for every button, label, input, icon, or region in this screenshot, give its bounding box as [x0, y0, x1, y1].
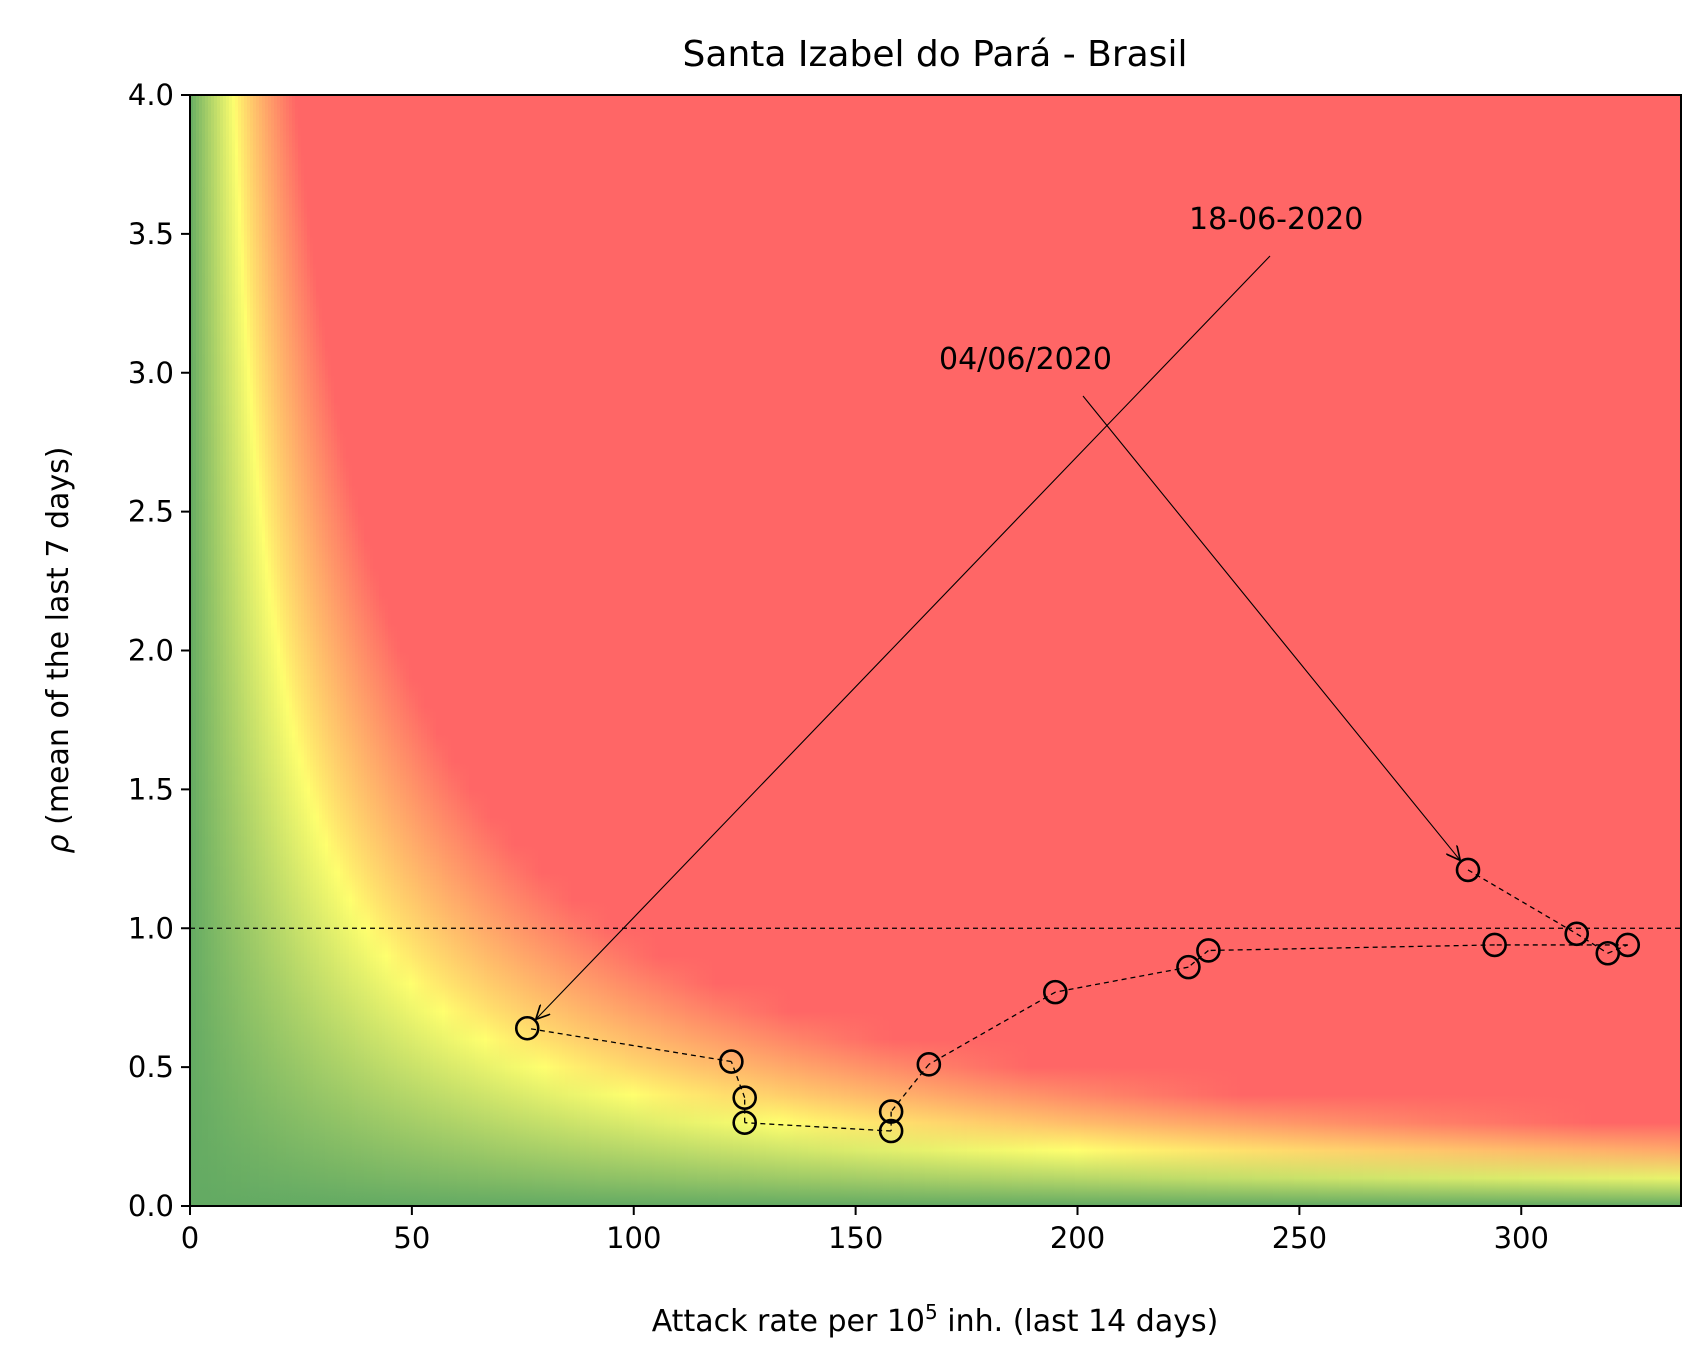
y-tick-label: 3.5 [128, 217, 174, 251]
y-tick-label: 0.5 [128, 1050, 174, 1084]
y-axis: 0.0 0.5 1.0 1.5 2.0 2.5 3.0 3.5 4.0 [128, 78, 190, 1223]
data-point [1615, 932, 1641, 958]
series-segment [1576, 933, 1609, 954]
annotation-label-04-06-2020: 04/06/2020 [939, 342, 1112, 377]
data-point [916, 1052, 942, 1077]
data-point [732, 1085, 757, 1110]
data-point [719, 1049, 744, 1074]
data-point [1196, 938, 1221, 963]
x-tick-label: 0 [181, 1221, 199, 1255]
data-point [878, 1118, 904, 1144]
series-segment [1055, 966, 1189, 993]
y-tick-label: 2.5 [128, 495, 174, 529]
series-segment [1208, 944, 1495, 952]
x-tick-label: 200 [1050, 1221, 1105, 1255]
series-segment [928, 991, 1056, 1065]
chart-title: Santa Izabel do Pará - Brasil [683, 34, 1188, 75]
y-tick-label: 1.0 [128, 911, 174, 945]
data-point [514, 1015, 540, 1041]
series-segment [1467, 869, 1578, 935]
risk-background-heatmap [190, 95, 1681, 1206]
y-tick-label: 2.0 [128, 634, 174, 668]
annotation-arrow [536, 255, 1271, 1019]
series-segment [744, 1122, 892, 1132]
y-tick-label: 4.0 [128, 78, 174, 112]
x-axis-title: Attack rate per 105 inh. (last 14 days) [652, 1300, 1219, 1339]
annotation-label-18-06-2020: 18-06-2020 [1189, 202, 1363, 237]
data-point [1482, 932, 1507, 958]
series-points [514, 857, 1641, 1144]
data-point [1043, 979, 1068, 1005]
series-segment [1188, 949, 1209, 968]
series-segment [730, 1061, 746, 1098]
data-point [878, 1099, 904, 1124]
annotation-arrows [536, 255, 1460, 1019]
data-point [1176, 954, 1201, 980]
y-tick-label: 3.0 [128, 356, 174, 390]
data-point [1455, 857, 1481, 883]
x-tick-label: 100 [606, 1221, 661, 1255]
data-point [732, 1110, 757, 1135]
x-tick-label: 50 [393, 1221, 430, 1255]
x-tick-label: 250 [1272, 1221, 1327, 1255]
x-axis: 0 50 100 150 200 250 300 [181, 1206, 1549, 1255]
series-segment [527, 1027, 732, 1063]
data-point [1564, 921, 1590, 947]
y-axis-title: ρ (mean of the last 7 days) [41, 447, 76, 854]
x-tick-label: 300 [1494, 1221, 1549, 1255]
x-tick-label: 150 [828, 1221, 883, 1255]
y-tick-label: 1.5 [128, 772, 174, 806]
annotation-arrow [1082, 395, 1460, 860]
y-tick-label: 0.0 [128, 1189, 174, 1223]
